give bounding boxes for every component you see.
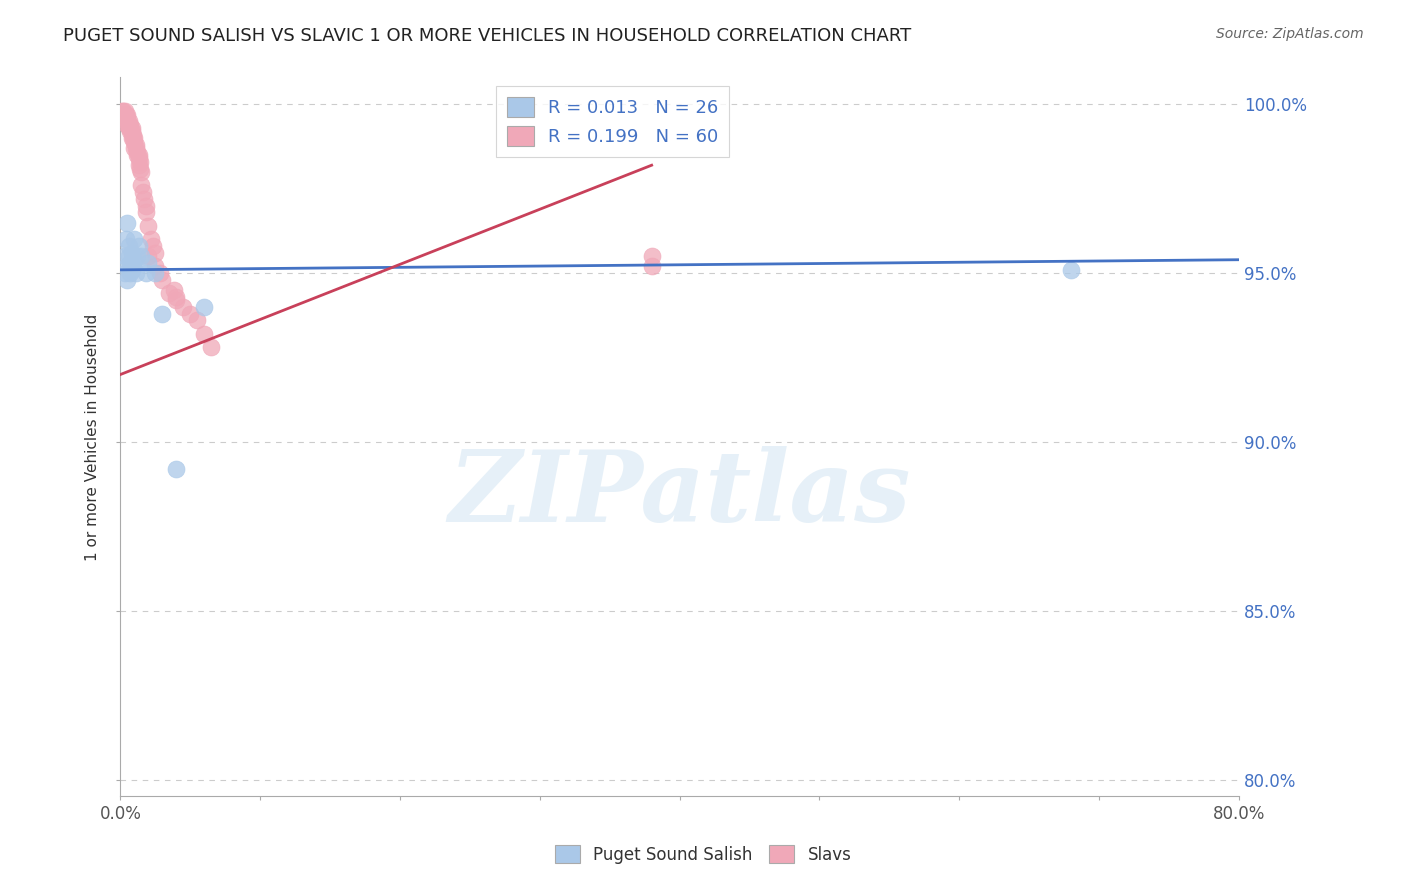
Point (127, 249, 149, 263)
Point (135, 199, 157, 213)
Point (122, 128, 145, 142)
Text: Source: ZipAtlas.com: Source: ZipAtlas.com (1216, 27, 1364, 41)
Point (1060, 263, 1083, 277)
Legend: R = 0.013   N = 26, R = 0.199   N = 60: R = 0.013 N = 26, R = 0.199 N = 60 (496, 87, 730, 157)
Point (120, 121, 142, 136)
Point (150, 307, 173, 321)
Point (115, 114, 138, 128)
Point (145, 246, 167, 260)
Point (115, 111, 138, 125)
Point (122, 260, 145, 274)
Point (127, 145, 149, 159)
Text: PUGET SOUND SALISH VS SLAVIC 1 OR MORE VEHICLES IN HOUSEHOLD CORRELATION CHART: PUGET SOUND SALISH VS SLAVIC 1 OR MORE V… (63, 27, 911, 45)
Point (125, 266, 148, 280)
Point (134, 192, 156, 206)
Point (114, 111, 136, 125)
Point (118, 249, 141, 263)
Point (150, 273, 173, 287)
Point (131, 249, 153, 263)
Point (125, 138, 148, 153)
Point (112, 107, 135, 121)
Y-axis label: 1 or more Vehicles in Household: 1 or more Vehicles in Household (86, 313, 100, 560)
Point (165, 462, 187, 476)
Point (135, 205, 157, 219)
Point (120, 266, 142, 280)
Point (145, 266, 167, 280)
Point (120, 124, 142, 138)
Point (193, 326, 215, 341)
Point (117, 107, 139, 121)
Point (186, 313, 208, 327)
Point (117, 216, 139, 230)
Point (118, 239, 141, 253)
Point (118, 118, 141, 132)
Point (114, 266, 136, 280)
Point (193, 300, 215, 314)
Point (148, 266, 170, 280)
Point (115, 232, 138, 246)
Point (165, 290, 187, 304)
Point (129, 154, 152, 169)
Point (145, 260, 167, 274)
Point (124, 252, 146, 267)
Point (128, 148, 150, 162)
Point (200, 341, 222, 355)
Point (112, 104, 135, 119)
Point (125, 141, 148, 155)
Point (124, 232, 146, 246)
Point (142, 239, 165, 253)
Point (124, 135, 146, 149)
Point (138, 219, 160, 233)
Point (114, 107, 136, 121)
Point (127, 148, 149, 162)
Point (122, 131, 145, 145)
Point (124, 141, 146, 155)
Point (120, 118, 142, 132)
Point (157, 286, 180, 301)
Point (121, 124, 143, 138)
Point (131, 178, 153, 193)
Point (128, 152, 150, 166)
Point (118, 114, 141, 128)
Point (111, 104, 134, 119)
Point (117, 118, 139, 132)
Point (118, 121, 141, 136)
Point (117, 111, 139, 125)
Point (121, 131, 143, 145)
Point (120, 256, 142, 270)
Point (117, 273, 139, 287)
Point (640, 260, 662, 274)
Point (165, 293, 187, 308)
Point (141, 232, 163, 246)
Point (162, 283, 184, 297)
Point (128, 158, 150, 172)
Point (128, 239, 150, 253)
Text: ZIPatlas: ZIPatlas (449, 446, 911, 542)
Point (121, 121, 143, 136)
Point (138, 249, 160, 263)
Point (132, 185, 155, 199)
Point (117, 260, 139, 274)
Legend: Puget Sound Salish, Slavs: Puget Sound Salish, Slavs (548, 838, 858, 871)
Point (129, 161, 152, 176)
Point (172, 300, 194, 314)
Point (138, 256, 160, 270)
Point (114, 104, 136, 119)
Point (640, 249, 662, 263)
Point (124, 131, 146, 145)
Point (131, 165, 153, 179)
Point (179, 307, 201, 321)
Point (115, 107, 138, 121)
Point (121, 246, 143, 260)
Point (135, 266, 157, 280)
Point (121, 263, 143, 277)
Point (114, 249, 136, 263)
